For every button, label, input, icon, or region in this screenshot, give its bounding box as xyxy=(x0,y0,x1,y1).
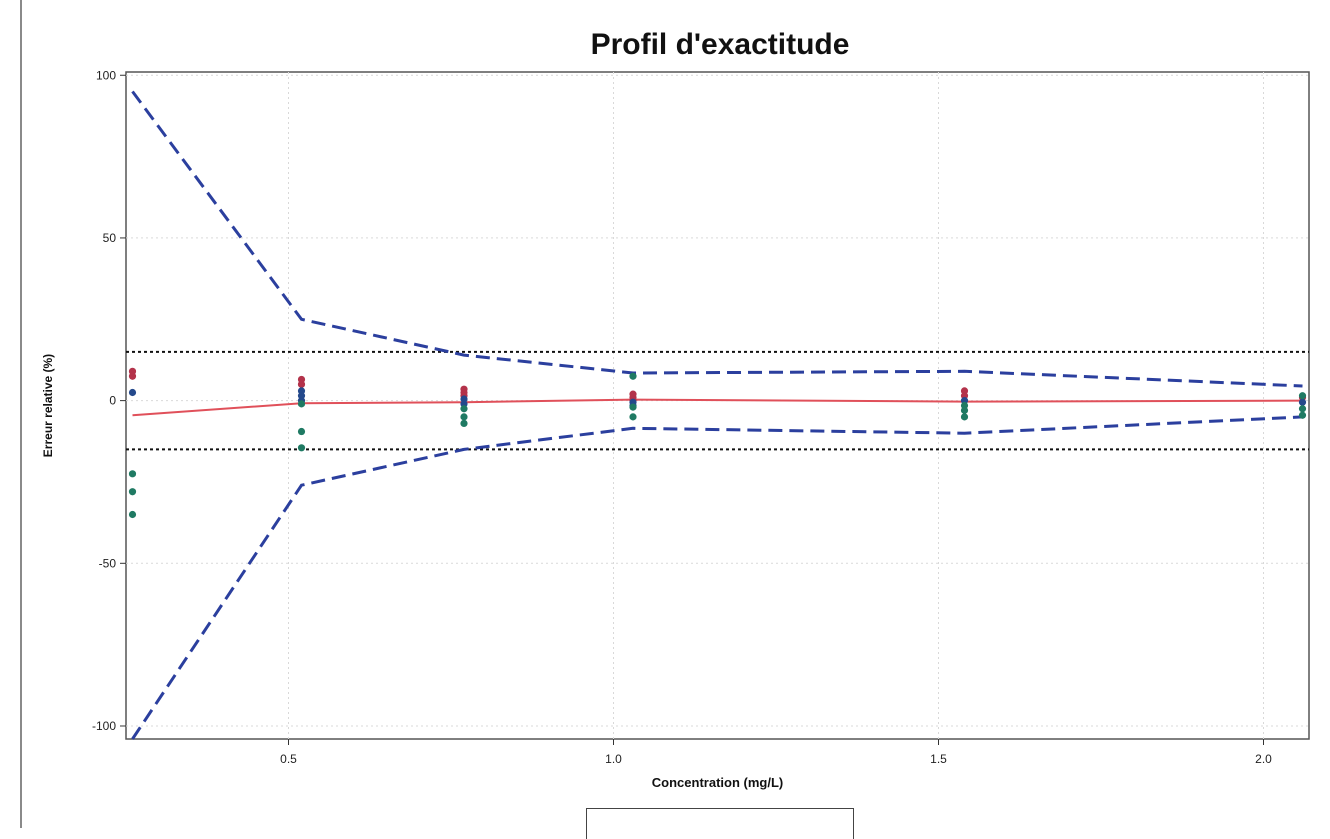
data-point xyxy=(1298,405,1307,413)
data-point xyxy=(1298,411,1307,419)
data-point xyxy=(297,400,306,408)
y-tick-label: 50 xyxy=(103,231,117,245)
data-point xyxy=(1298,392,1307,400)
data-point xyxy=(629,403,637,411)
mean-bias-line xyxy=(132,398,1303,417)
data-point xyxy=(1298,398,1307,406)
x-tick-label: 1.0 xyxy=(605,752,622,766)
y-tick-label: -50 xyxy=(99,556,117,570)
y-axis-label: Erreur relative (%) xyxy=(41,354,55,457)
data-point xyxy=(297,427,306,436)
y-tick-label: -100 xyxy=(92,719,116,733)
legend-box xyxy=(586,808,854,839)
acceptance-limits xyxy=(126,350,1309,451)
data-point xyxy=(128,372,137,380)
plot-area xyxy=(125,71,1310,740)
page-edge-line xyxy=(20,0,22,828)
lower-tolerance-line xyxy=(131,415,1303,740)
data-point xyxy=(128,470,137,478)
data-point xyxy=(297,380,306,388)
upper-tolerance-line xyxy=(131,90,1303,388)
x-tick-label: 2.0 xyxy=(1255,752,1272,766)
data-point xyxy=(128,510,137,519)
data-point xyxy=(297,444,306,452)
data-point xyxy=(460,405,468,413)
data-point xyxy=(960,413,969,421)
data-point xyxy=(460,419,468,427)
data-point xyxy=(629,372,637,380)
x-tick-label: 1.5 xyxy=(930,752,947,766)
x-tick-label: 0.5 xyxy=(280,752,297,766)
axes: 0.5 1.0 1.5 2.0 -100 -50 0 50 100 xyxy=(92,68,1272,766)
y-tick-label: 0 xyxy=(109,394,116,408)
x-axis-label: Concentration (mg/L) xyxy=(652,775,783,790)
series-lines xyxy=(131,90,1303,740)
data-point xyxy=(629,413,637,421)
data-point xyxy=(960,406,969,414)
data-point xyxy=(460,413,468,421)
data-point xyxy=(128,488,137,496)
chart-title: Profil d'exactitude xyxy=(590,28,850,61)
y-tick-label: 100 xyxy=(96,68,116,82)
data-points xyxy=(128,367,1307,519)
data-point xyxy=(128,388,137,397)
